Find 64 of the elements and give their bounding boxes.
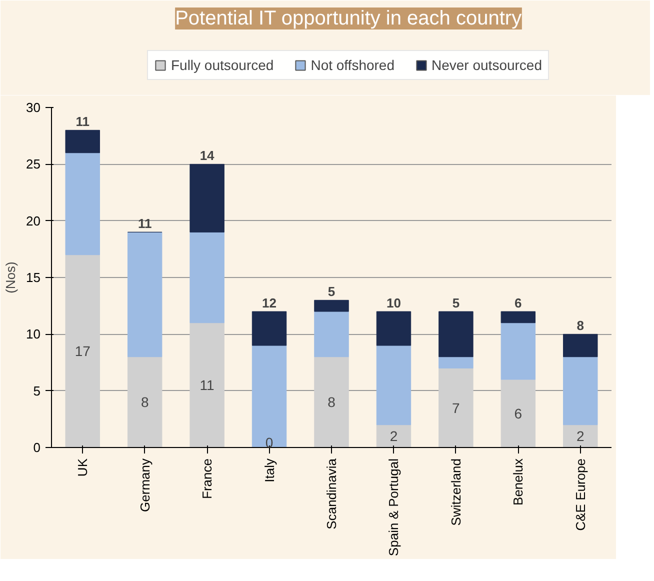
bar xyxy=(376,345,412,426)
bar xyxy=(376,424,412,448)
x-tick-label: Switzerland xyxy=(448,458,464,526)
annotation: 12 xyxy=(262,296,277,310)
bar xyxy=(127,232,162,358)
y-tick-label: 10 xyxy=(26,326,41,342)
data-label: 7 xyxy=(452,400,460,416)
data-label: 0 xyxy=(265,434,274,450)
annotation: 14 xyxy=(200,148,216,164)
annotation: 10 xyxy=(386,296,401,310)
y-tick-label: 30 xyxy=(26,100,41,115)
annotation: 6 xyxy=(514,296,522,310)
x-tick-label: Scandinavia xyxy=(324,458,339,530)
data-label: 2 xyxy=(576,428,584,444)
x-tick-label: Germany xyxy=(137,458,152,512)
y-tick-label: 5 xyxy=(33,383,41,398)
data-label: 2 xyxy=(390,428,398,444)
annotation: 5 xyxy=(452,296,460,310)
y-tick-label: 20 xyxy=(26,213,41,228)
data-label: 8 xyxy=(140,394,149,410)
chart-title: Potential IT opportunity in each country xyxy=(175,8,522,30)
bar xyxy=(314,356,349,448)
bar xyxy=(438,368,474,448)
legend-label: Never outsourced xyxy=(432,56,542,72)
bar xyxy=(438,311,474,358)
x-tick-label: Italy xyxy=(262,458,277,482)
data-label: 11 xyxy=(200,377,215,394)
bar xyxy=(65,130,100,154)
bar xyxy=(252,345,287,448)
legend-label: Fully outsourced xyxy=(170,56,274,72)
y-tick-label: 15 xyxy=(26,270,41,285)
bar xyxy=(500,322,536,380)
x-tick-label: UK xyxy=(75,458,90,477)
bar xyxy=(65,152,100,256)
annotation: 11 xyxy=(76,114,90,130)
bar xyxy=(438,356,474,368)
bar xyxy=(314,311,349,358)
data-label: 8 xyxy=(328,394,336,410)
bar xyxy=(190,322,224,448)
bar xyxy=(500,379,536,448)
bar xyxy=(252,311,287,346)
bar xyxy=(190,232,224,324)
annotation: 8 xyxy=(576,318,584,334)
x-tick-label: France xyxy=(200,458,215,499)
x-tick-label: Spain & Portugal xyxy=(386,458,402,556)
x-tick-label: Benelux xyxy=(510,458,526,506)
bar xyxy=(65,254,100,448)
x-tick-label: C&E Europe xyxy=(572,458,588,531)
bar xyxy=(127,356,162,448)
legend-label: Not offshored xyxy=(310,56,394,72)
annotation: 11 xyxy=(138,216,152,232)
bar xyxy=(500,311,536,324)
bar xyxy=(563,334,598,358)
y-axis-title: (Nos) xyxy=(3,262,18,294)
y-tick-label: 25 xyxy=(26,156,41,172)
bar xyxy=(190,164,224,232)
bar xyxy=(563,424,598,448)
annotation: 5 xyxy=(328,284,336,300)
bar xyxy=(314,300,349,312)
data-label: 17 xyxy=(74,343,91,360)
bar xyxy=(563,356,598,426)
y-tick-label: 0 xyxy=(33,440,41,455)
data-label: 6 xyxy=(514,406,522,422)
bar xyxy=(376,311,412,346)
